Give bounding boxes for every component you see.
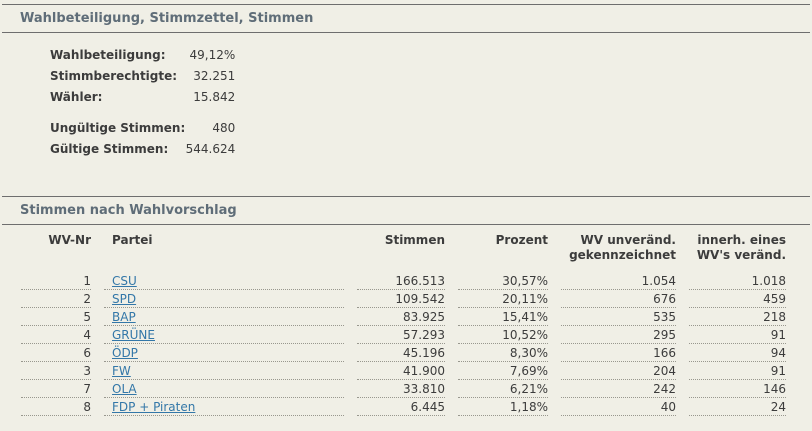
party-link[interactable]: ÖDP xyxy=(112,345,138,360)
stat-label: Wahlbeteiligung: xyxy=(50,48,166,62)
turnout-stats: Wahlbeteiligung: 49,12% Stimmberechtigte… xyxy=(50,45,235,160)
stimmen-cell: 6.445 xyxy=(357,398,445,416)
wvnr-cell: 2 xyxy=(21,290,91,308)
party-cell: ÖDP xyxy=(104,344,344,362)
stat-value: 480 xyxy=(212,121,236,135)
page: Wahlbeteiligung, Stimmzettel, Stimmen Wa… xyxy=(2,4,810,416)
party-link[interactable]: BAP xyxy=(112,309,136,324)
stat-row: Wähler: 15.842 xyxy=(50,87,235,108)
prozent-cell: 6,21% xyxy=(458,380,548,398)
wv-unveraendert-cell: 242 xyxy=(561,380,676,398)
stimmen-cell: 33.810 xyxy=(357,380,445,398)
stat-row: Gültige Stimmen: 544.624 xyxy=(50,139,235,160)
party-cell: SPD xyxy=(104,290,344,308)
party-cell: FW xyxy=(104,362,344,380)
stimmen-cell: 166.513 xyxy=(357,272,445,290)
prozent-cell: 8,30% xyxy=(458,344,548,362)
party-cell: OLA xyxy=(104,380,344,398)
stat-spacer xyxy=(50,108,235,118)
innerhalb-veraendert-cell: 91 xyxy=(689,326,786,344)
stat-value: 15.842 xyxy=(193,90,236,104)
party-link[interactable]: SPD xyxy=(112,291,137,306)
col-header-prozent: Prozent xyxy=(495,233,548,247)
stat-row: Ungültige Stimmen: 480 xyxy=(50,118,235,139)
innerhalb-veraendert-cell: 1.018 xyxy=(689,272,786,290)
table-row: 8 FDP + Piraten 6.445 1,18% 40 24 xyxy=(21,398,786,416)
table-row: 7 OLA 33.810 6,21% 242 146 xyxy=(21,380,786,398)
wv-unveraendert-cell: 166 xyxy=(561,344,676,362)
innerhalb-veraendert-cell: 218 xyxy=(689,308,786,326)
innerhalb-veraendert-cell: 91 xyxy=(689,362,786,380)
section-title-votes: Stimmen nach Wahlvorschlag xyxy=(20,203,237,218)
party-cell: BAP xyxy=(104,308,344,326)
stimmen-cell: 45.196 xyxy=(357,344,445,362)
party-cell: GRÜNE xyxy=(104,326,344,344)
prozent-cell: 1,18% xyxy=(458,398,548,416)
wvnr-cell: 5 xyxy=(21,308,91,326)
wv-unveraendert-cell: 535 xyxy=(561,308,676,326)
wvnr-cell: 3 xyxy=(21,362,91,380)
stat-row: Stimmberechtigte: 32.251 xyxy=(50,66,235,87)
wv-unveraendert-cell: 40 xyxy=(561,398,676,416)
stat-label: Gültige Stimmen: xyxy=(50,142,169,156)
stimmen-cell: 57.293 xyxy=(357,326,445,344)
stat-value: 49,12% xyxy=(189,48,236,62)
innerhalb-veraendert-cell: 146 xyxy=(689,380,786,398)
votes-table: WV-Nr Partei Stimmen Prozent WV unveränd… xyxy=(8,233,799,416)
stat-row: Wahlbeteiligung: 49,12% xyxy=(50,45,235,66)
prozent-cell: 15,41% xyxy=(458,308,548,326)
wv-unveraendert-cell: 295 xyxy=(561,326,676,344)
col-header-stimmen: Stimmen xyxy=(384,233,445,247)
stat-label: Wähler: xyxy=(50,90,103,104)
prozent-cell: 7,69% xyxy=(458,362,548,380)
votes-table-header-row: WV-Nr Partei Stimmen Prozent WV unveränd… xyxy=(21,233,786,272)
stat-value: 32.251 xyxy=(193,69,236,83)
divider-line xyxy=(2,4,810,5)
stimmen-cell: 83.925 xyxy=(357,308,445,326)
wvnr-cell: 4 xyxy=(21,326,91,344)
wv-unveraendert-cell: 204 xyxy=(561,362,676,380)
wv-unveraendert-cell: 676 xyxy=(561,290,676,308)
party-cell: CSU xyxy=(104,272,344,290)
party-link[interactable]: CSU xyxy=(112,273,137,288)
col-header-wvnr: WV-Nr xyxy=(48,233,91,247)
divider-line xyxy=(2,224,810,225)
innerhalb-veraendert-cell: 94 xyxy=(689,344,786,362)
wvnr-cell: 7 xyxy=(21,380,91,398)
party-link[interactable]: FW xyxy=(112,363,131,378)
innerhalb-veraendert-cell: 459 xyxy=(689,290,786,308)
innerhalb-veraendert-cell: 24 xyxy=(689,398,786,416)
wvnr-cell: 6 xyxy=(21,344,91,362)
wvnr-cell: 8 xyxy=(21,398,91,416)
table-row: 3 FW 41.900 7,69% 204 91 xyxy=(21,362,786,380)
table-row: 2 SPD 109.542 20,11% 676 459 xyxy=(21,290,786,308)
col-header-wv-unveraendert: WV unveränd. gekennzeichnet xyxy=(569,233,676,262)
table-row: 5 BAP 83.925 15,41% 535 218 xyxy=(21,308,786,326)
stimmen-cell: 109.542 xyxy=(357,290,445,308)
table-row: 4 GRÜNE 57.293 10,52% 295 91 xyxy=(21,326,786,344)
stat-value: 544.624 xyxy=(185,142,236,156)
party-link[interactable]: GRÜNE xyxy=(112,327,155,342)
table-row: 1 CSU 166.513 30,57% 1.054 1.018 xyxy=(21,272,786,290)
wvnr-cell: 1 xyxy=(21,272,91,290)
party-link[interactable]: OLA xyxy=(112,381,137,396)
divider-line xyxy=(2,32,810,33)
stimmen-cell: 41.900 xyxy=(357,362,445,380)
prozent-cell: 30,57% xyxy=(458,272,548,290)
prozent-cell: 20,11% xyxy=(458,290,548,308)
wv-unveraendert-cell: 1.054 xyxy=(561,272,676,290)
party-link[interactable]: FDP + Piraten xyxy=(112,399,196,414)
party-cell: FDP + Piraten xyxy=(104,398,344,416)
col-header-partei: Partei xyxy=(112,233,153,247)
prozent-cell: 10,52% xyxy=(458,326,548,344)
section-title-turnout: Wahlbeteiligung, Stimmzettel, Stimmen xyxy=(20,11,314,26)
divider-line xyxy=(2,196,810,197)
stat-label: Stimmberechtigte: xyxy=(50,69,178,83)
col-header-innerhalb-veraendert: innerh. eines WV's veränd. xyxy=(696,233,786,262)
stat-label: Ungültige Stimmen: xyxy=(50,121,186,135)
table-row: 6 ÖDP 45.196 8,30% 166 94 xyxy=(21,344,786,362)
